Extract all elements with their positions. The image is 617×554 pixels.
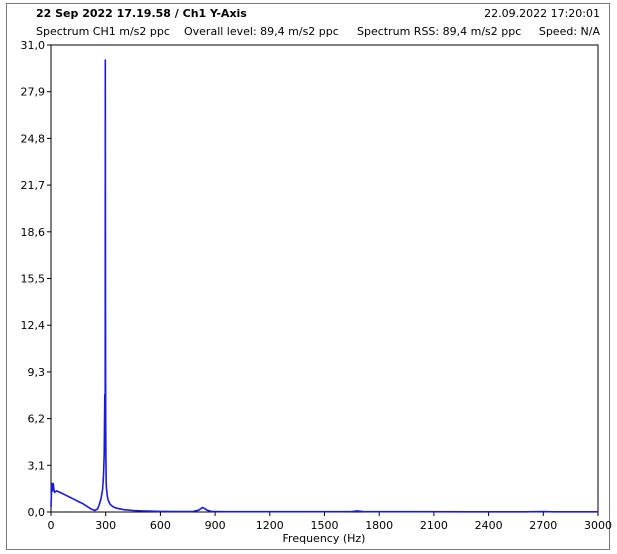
- x-tick-label: 1200: [256, 519, 284, 532]
- x-tick-label: 1800: [365, 519, 393, 532]
- spectrum-label: Spectrum CH1 m/s2 ppc: [36, 25, 170, 38]
- spectrum-rss: Spectrum RSS: 89,4 m/s2 ppc: [357, 25, 522, 38]
- overall-level: Overall level: 89,4 m/s2 ppc: [184, 25, 339, 38]
- plot-area: [50, 44, 599, 513]
- y-tick-label: 18,6: [21, 226, 46, 239]
- x-tick-label: 2400: [475, 519, 503, 532]
- chart-title: 22 Sep 2022 17.19.58 / Ch1 Y-Axis: [36, 7, 247, 20]
- x-tick-label: 2700: [529, 519, 557, 532]
- x-tick-label: 2100: [420, 519, 448, 532]
- y-tick-label: 15,5: [21, 273, 46, 286]
- y-tick-label: 31,0: [21, 39, 46, 52]
- y-tick-label: 9,3: [28, 366, 46, 379]
- y-tick-label: 24,8: [21, 132, 46, 145]
- x-tick-label: 600: [150, 519, 171, 532]
- y-tick-label: 0,0: [28, 506, 46, 519]
- y-tick-label: 21,7: [21, 179, 46, 192]
- y-tick-label: 12,4: [21, 319, 46, 332]
- x-tick-label: 0: [48, 519, 55, 532]
- y-tick-label: 3,1: [28, 459, 46, 472]
- spectrum-line: [50, 59, 598, 513]
- x-tick-label: 300: [95, 519, 116, 532]
- y-tick-label: 27,9: [21, 86, 46, 99]
- x-tick-label: 1500: [311, 519, 339, 532]
- x-axis-label: Frequency (Hz): [283, 532, 366, 545]
- speed-readout: Speed: N/A: [538, 25, 600, 38]
- x-tick-label: 3000: [584, 519, 612, 532]
- x-tick-label: 900: [205, 519, 226, 532]
- timestamp: 22.09.2022 17:20:01: [484, 7, 600, 20]
- y-tick-label: 6,2: [28, 413, 46, 426]
